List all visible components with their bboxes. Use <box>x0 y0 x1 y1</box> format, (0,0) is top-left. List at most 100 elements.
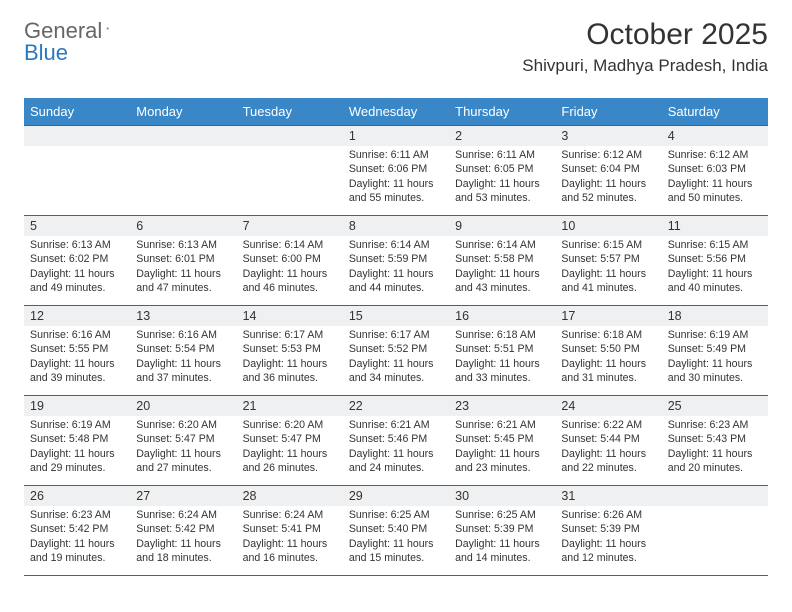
sunset-text: Sunset: 6:01 PM <box>136 252 230 266</box>
header: General October 2025 Shivpuri, Madhya Pr… <box>24 18 768 76</box>
sunrise-text: Sunrise: 6:23 AM <box>30 508 124 522</box>
day-number: 11 <box>662 216 768 236</box>
day-cell <box>130 126 236 216</box>
day-number: 28 <box>237 486 343 506</box>
day-cell: 20Sunrise: 6:20 AMSunset: 5:47 PMDayligh… <box>130 396 236 486</box>
day-number: 23 <box>449 396 555 416</box>
day-body: Sunrise: 6:11 AMSunset: 6:05 PMDaylight:… <box>449 146 555 209</box>
day-number: 21 <box>237 396 343 416</box>
day-number: 20 <box>130 396 236 416</box>
day-body: Sunrise: 6:26 AMSunset: 5:39 PMDaylight:… <box>555 506 661 569</box>
day-body: Sunrise: 6:14 AMSunset: 6:00 PMDaylight:… <box>237 236 343 299</box>
daylight-text: Daylight: 11 hours and 20 minutes. <box>668 447 762 476</box>
sunrise-text: Sunrise: 6:16 AM <box>136 328 230 342</box>
sunrise-text: Sunrise: 6:18 AM <box>561 328 655 342</box>
day-number: 26 <box>24 486 130 506</box>
day-cell <box>24 126 130 216</box>
day-body: Sunrise: 6:16 AMSunset: 5:54 PMDaylight:… <box>130 326 236 389</box>
day-number <box>24 126 130 146</box>
location-subtitle: Shivpuri, Madhya Pradesh, India <box>522 56 768 76</box>
day-cell: 7Sunrise: 6:14 AMSunset: 6:00 PMDaylight… <box>237 216 343 306</box>
title-block: October 2025 Shivpuri, Madhya Pradesh, I… <box>522 18 768 76</box>
week-row: 26Sunrise: 6:23 AMSunset: 5:42 PMDayligh… <box>24 486 768 576</box>
daylight-text: Daylight: 11 hours and 18 minutes. <box>136 537 230 566</box>
day-cell: 1Sunrise: 6:11 AMSunset: 6:06 PMDaylight… <box>343 126 449 216</box>
day-number <box>130 126 236 146</box>
day-body: Sunrise: 6:23 AMSunset: 5:43 PMDaylight:… <box>662 416 768 479</box>
daylight-text: Daylight: 11 hours and 39 minutes. <box>30 357 124 386</box>
day-body <box>237 146 343 152</box>
sunset-text: Sunset: 5:57 PM <box>561 252 655 266</box>
day-body: Sunrise: 6:18 AMSunset: 5:50 PMDaylight:… <box>555 326 661 389</box>
day-body: Sunrise: 6:15 AMSunset: 5:57 PMDaylight:… <box>555 236 661 299</box>
day-number: 19 <box>24 396 130 416</box>
sunset-text: Sunset: 5:46 PM <box>349 432 443 446</box>
sunrise-text: Sunrise: 6:11 AM <box>349 148 443 162</box>
day-body: Sunrise: 6:23 AMSunset: 5:42 PMDaylight:… <box>24 506 130 569</box>
day-body: Sunrise: 6:20 AMSunset: 5:47 PMDaylight:… <box>237 416 343 479</box>
day-body: Sunrise: 6:13 AMSunset: 6:02 PMDaylight:… <box>24 236 130 299</box>
col-sunday: Sunday <box>24 98 130 126</box>
sail-icon <box>106 18 109 38</box>
day-cell: 28Sunrise: 6:24 AMSunset: 5:41 PMDayligh… <box>237 486 343 576</box>
sunrise-text: Sunrise: 6:25 AM <box>349 508 443 522</box>
day-cell: 16Sunrise: 6:18 AMSunset: 5:51 PMDayligh… <box>449 306 555 396</box>
day-number: 10 <box>555 216 661 236</box>
day-cell: 25Sunrise: 6:23 AMSunset: 5:43 PMDayligh… <box>662 396 768 486</box>
day-body: Sunrise: 6:13 AMSunset: 6:01 PMDaylight:… <box>130 236 236 299</box>
sunrise-text: Sunrise: 6:26 AM <box>561 508 655 522</box>
day-cell <box>237 126 343 216</box>
sunset-text: Sunset: 5:59 PM <box>349 252 443 266</box>
sunrise-text: Sunrise: 6:14 AM <box>349 238 443 252</box>
sunrise-text: Sunrise: 6:16 AM <box>30 328 124 342</box>
sunset-text: Sunset: 5:56 PM <box>668 252 762 266</box>
sunrise-text: Sunrise: 6:17 AM <box>243 328 337 342</box>
sunset-text: Sunset: 5:51 PM <box>455 342 549 356</box>
col-thursday: Thursday <box>449 98 555 126</box>
daylight-text: Daylight: 11 hours and 27 minutes. <box>136 447 230 476</box>
brand-line2: Blue <box>24 40 68 66</box>
sunrise-text: Sunrise: 6:19 AM <box>668 328 762 342</box>
col-friday: Friday <box>555 98 661 126</box>
day-body <box>662 506 768 512</box>
sunset-text: Sunset: 5:55 PM <box>30 342 124 356</box>
day-number: 30 <box>449 486 555 506</box>
daylight-text: Daylight: 11 hours and 30 minutes. <box>668 357 762 386</box>
day-cell: 5Sunrise: 6:13 AMSunset: 6:02 PMDaylight… <box>24 216 130 306</box>
day-body: Sunrise: 6:20 AMSunset: 5:47 PMDaylight:… <box>130 416 236 479</box>
sunset-text: Sunset: 5:54 PM <box>136 342 230 356</box>
sunrise-text: Sunrise: 6:12 AM <box>668 148 762 162</box>
day-body: Sunrise: 6:12 AMSunset: 6:03 PMDaylight:… <box>662 146 768 209</box>
sunrise-text: Sunrise: 6:20 AM <box>136 418 230 432</box>
sunset-text: Sunset: 6:06 PM <box>349 162 443 176</box>
daylight-text: Daylight: 11 hours and 23 minutes. <box>455 447 549 476</box>
day-cell <box>662 486 768 576</box>
daylight-text: Daylight: 11 hours and 43 minutes. <box>455 267 549 296</box>
sunrise-text: Sunrise: 6:18 AM <box>455 328 549 342</box>
week-row: 5Sunrise: 6:13 AMSunset: 6:02 PMDaylight… <box>24 216 768 306</box>
sunset-text: Sunset: 5:39 PM <box>561 522 655 536</box>
daylight-text: Daylight: 11 hours and 44 minutes. <box>349 267 443 296</box>
sunset-text: Sunset: 5:45 PM <box>455 432 549 446</box>
day-number: 17 <box>555 306 661 326</box>
sunrise-text: Sunrise: 6:19 AM <box>30 418 124 432</box>
daylight-text: Daylight: 11 hours and 16 minutes. <box>243 537 337 566</box>
day-number: 16 <box>449 306 555 326</box>
daylight-text: Daylight: 11 hours and 34 minutes. <box>349 357 443 386</box>
daylight-text: Daylight: 11 hours and 14 minutes. <box>455 537 549 566</box>
sunset-text: Sunset: 5:58 PM <box>455 252 549 266</box>
day-body: Sunrise: 6:17 AMSunset: 5:53 PMDaylight:… <box>237 326 343 389</box>
sunrise-text: Sunrise: 6:21 AM <box>455 418 549 432</box>
day-body: Sunrise: 6:14 AMSunset: 5:59 PMDaylight:… <box>343 236 449 299</box>
day-number: 25 <box>662 396 768 416</box>
day-body: Sunrise: 6:21 AMSunset: 5:45 PMDaylight:… <box>449 416 555 479</box>
daylight-text: Daylight: 11 hours and 12 minutes. <box>561 537 655 566</box>
day-number: 4 <box>662 126 768 146</box>
sunrise-text: Sunrise: 6:15 AM <box>668 238 762 252</box>
sunrise-text: Sunrise: 6:14 AM <box>243 238 337 252</box>
day-number: 3 <box>555 126 661 146</box>
sunset-text: Sunset: 5:43 PM <box>668 432 762 446</box>
daylight-text: Daylight: 11 hours and 26 minutes. <box>243 447 337 476</box>
sunrise-text: Sunrise: 6:17 AM <box>349 328 443 342</box>
sunset-text: Sunset: 6:05 PM <box>455 162 549 176</box>
